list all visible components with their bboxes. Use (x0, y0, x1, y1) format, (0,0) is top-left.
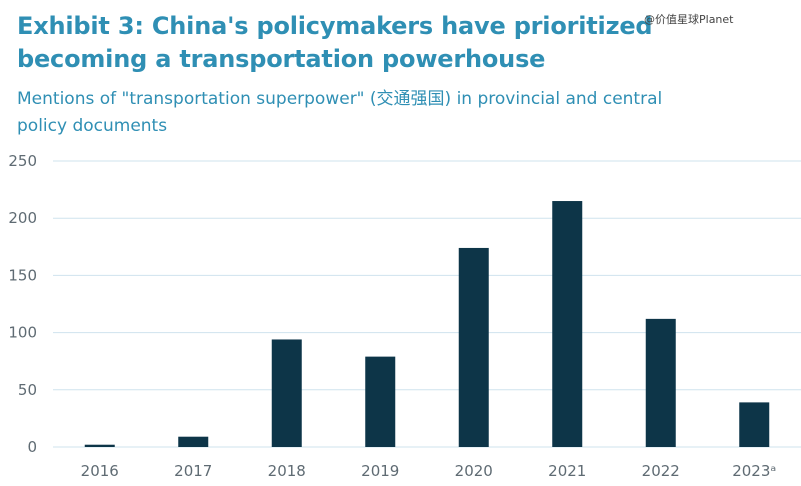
x-tick-label: 2022 (642, 462, 680, 480)
x-tick-label: 2017 (174, 462, 212, 480)
x-tick-label: 2016 (81, 462, 119, 480)
y-tick-label: 100 (8, 324, 37, 342)
y-tick-label: 50 (18, 381, 37, 399)
x-tick-label: 2023ᵃ (732, 462, 776, 480)
watermark: @价值星球Planet (644, 13, 734, 26)
bar-2023ᵃ (739, 402, 770, 447)
x-tick-label: 2020 (455, 462, 493, 480)
bar-2022 (645, 318, 676, 447)
y-axis-ticks: 0 50 100 150 200 250 (8, 152, 37, 456)
x-axis-ticks: 2016 2017 2018 2019 2020 2021 2022 2023ᵃ (81, 462, 777, 480)
bar-2020 (458, 247, 489, 447)
bar-2016 (84, 444, 115, 447)
x-tick-label: 2021 (548, 462, 586, 480)
x-tick-label: 2019 (361, 462, 399, 480)
bars (84, 201, 770, 447)
gridlines (53, 160, 801, 448)
x-tick-label: 2018 (268, 462, 306, 480)
bar-2018 (271, 339, 302, 447)
y-tick-label: 200 (8, 209, 37, 227)
bar-2019 (365, 356, 396, 447)
bar-2017 (178, 436, 209, 447)
y-tick-label: 150 (8, 266, 37, 284)
bar-2021 (552, 201, 583, 447)
y-tick-label: 0 (27, 438, 37, 456)
chart-subtitle: Mentions of "transportation superpower" … (17, 89, 663, 136)
chart-title: Exhibit 3: China's policymakers have pri… (17, 12, 653, 73)
y-tick-label: 250 (8, 152, 37, 170)
